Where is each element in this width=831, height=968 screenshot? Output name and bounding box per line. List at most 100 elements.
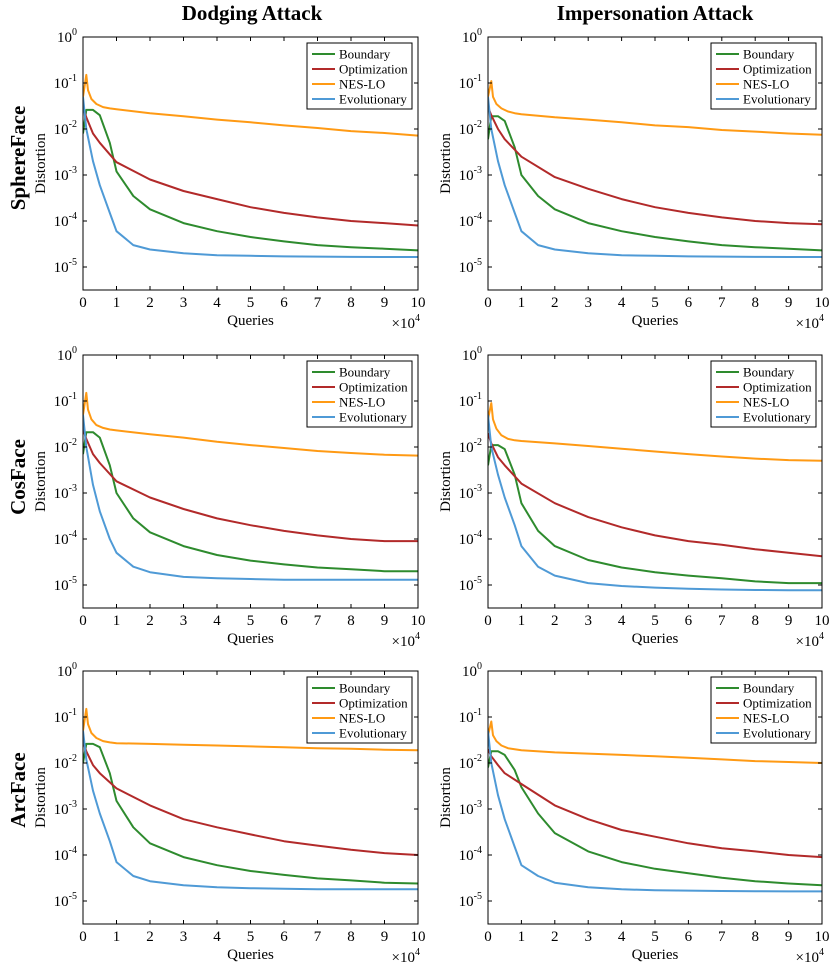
y-tick-label: 10-3 — [459, 483, 482, 502]
x-axis-multiplier: ×104 — [392, 631, 420, 650]
x-tick-label: 7 — [718, 929, 726, 945]
x-tick-label: 5 — [651, 929, 659, 945]
y-tick-label: 100 — [462, 661, 482, 680]
chart-sphereface-dodging: 0 1 2 3 4 5 6 7 8 9 10 100 10-1 10-2 10-3 10-4 10-5 Queri… — [33, 27, 426, 332]
x-tick-label: 1 — [113, 613, 121, 629]
y-axis-label: Distortion — [438, 451, 454, 512]
row-title-arcface: ArcFace — [6, 752, 30, 827]
x-tick-label: 1 — [518, 929, 526, 945]
y-tick-label: 10-3 — [54, 483, 77, 502]
x-tick-label: 10 — [815, 929, 830, 945]
x-tick-label: 3 — [584, 295, 592, 311]
y-tick-label: 10-4 — [54, 211, 77, 230]
legend-label-nes-lo: NES-LO — [339, 395, 385, 410]
series-line-nes-lo — [83, 391, 418, 457]
series-line-optimization — [83, 106, 418, 227]
x-tick-label: 3 — [584, 929, 592, 945]
x-tick-label: 9 — [785, 929, 793, 945]
y-tick-label: 10-1 — [54, 707, 77, 726]
x-tick-label: 8 — [347, 929, 355, 945]
series-line-optimization — [83, 428, 418, 543]
series-line-boundary — [83, 742, 418, 885]
x-tick-label: 5 — [247, 929, 255, 945]
chart-arcface-impersonation: 0 1 2 3 4 5 6 7 8 9 10 100 10-1 10-2 10-3 10-4 10-5 Queri… — [438, 661, 830, 966]
legend-label-boundary: Boundary — [339, 365, 391, 380]
series-line-optimization — [83, 740, 418, 856]
y-tick-label: 10-2 — [459, 753, 482, 772]
series-line-optimization — [488, 432, 822, 558]
legend-label-optimization: Optimization — [743, 380, 812, 395]
x-tick-label: 5 — [247, 295, 255, 311]
legend-label-evolutionary: Evolutionary — [743, 410, 811, 425]
y-tick-label: 100 — [57, 27, 77, 46]
y-tick-label: 10-4 — [459, 529, 482, 548]
x-tick-label: 8 — [347, 295, 355, 311]
y-tick-label: 10-2 — [54, 437, 77, 456]
x-tick-label: 1 — [518, 295, 526, 311]
legend-label-boundary: Boundary — [743, 681, 795, 696]
x-tick-label: 2 — [551, 295, 559, 311]
series-line-nes-lo — [488, 80, 822, 136]
chart-cosface-impersonation: 0 1 2 3 4 5 6 7 8 9 10 100 10-1 10-2 10-3 10-4 10-5 Queri… — [438, 345, 830, 650]
x-tick-label: 6 — [280, 613, 288, 629]
y-tick-label: 10-4 — [54, 845, 77, 864]
x-tick-label: 6 — [280, 929, 288, 945]
legend-label-optimization: Optimization — [743, 62, 812, 77]
x-tick-label: 7 — [314, 929, 322, 945]
legend-label-evolutionary: Evolutionary — [339, 726, 407, 741]
legend-label-nes-lo: NES-LO — [339, 711, 385, 726]
y-tick-label: 10-5 — [459, 257, 482, 276]
x-tick-label: 9 — [785, 613, 793, 629]
chart-cosface-dodging: 0 1 2 3 4 5 6 7 8 9 10 100 10-1 10-2 10-3 10-4 10-5 Queri… — [33, 345, 426, 650]
y-tick-label: 10-1 — [54, 73, 77, 92]
y-axis-label: Distortion — [438, 767, 454, 828]
series-line-nes-lo — [83, 707, 418, 752]
legend-label-optimization: Optimization — [339, 62, 408, 77]
row-title-sphereface: SphereFace — [6, 106, 30, 211]
chart-sphereface-impersonation: 0 1 2 3 4 5 6 7 8 9 10 100 10-1 10-2 10-3 10-4 10-5 Queri… — [438, 27, 830, 332]
x-tick-label: 10 — [411, 295, 426, 311]
y-tick-label: 10-1 — [459, 391, 482, 410]
y-tick-label: 10-3 — [54, 165, 77, 184]
y-axis-label: Distortion — [438, 133, 454, 194]
x-tick-label: 6 — [685, 613, 693, 629]
x-axis-multiplier: ×104 — [392, 313, 420, 332]
x-tick-label: 2 — [551, 929, 559, 945]
y-tick-label: 100 — [462, 27, 482, 46]
row-title-cosface: CosFace — [6, 439, 30, 515]
x-tick-label: 10 — [411, 929, 426, 945]
x-tick-label: 6 — [685, 929, 693, 945]
legend-label-evolutionary: Evolutionary — [743, 726, 811, 741]
y-tick-label: 100 — [57, 661, 77, 680]
x-tick-label: 9 — [785, 295, 793, 311]
x-tick-label: 3 — [180, 295, 188, 311]
x-tick-label: 0 — [79, 613, 87, 629]
y-tick-label: 10-2 — [459, 437, 482, 456]
y-tick-label: 10-4 — [54, 529, 77, 548]
x-tick-label: 4 — [213, 295, 221, 311]
x-tick-label: 6 — [280, 295, 288, 311]
series-line-evolutionary — [488, 730, 822, 893]
series-line-boundary — [488, 750, 822, 887]
legend-label-nes-lo: NES-LO — [743, 77, 789, 92]
x-axis-multiplier: ×104 — [796, 631, 824, 650]
legend-label-boundary: Boundary — [743, 365, 795, 380]
y-tick-label: 10-1 — [459, 73, 482, 92]
x-tick-label: 0 — [484, 613, 492, 629]
y-tick-label: 10-3 — [459, 165, 482, 184]
x-tick-label: 8 — [751, 613, 759, 629]
series-line-evolutionary — [83, 730, 418, 891]
x-tick-label: 0 — [484, 295, 492, 311]
x-tick-label: 4 — [618, 613, 626, 629]
y-tick-label: 10-5 — [459, 891, 482, 910]
y-axis-label: Distortion — [33, 133, 49, 194]
series-line-evolutionary — [83, 96, 418, 258]
x-tick-label: 1 — [113, 929, 121, 945]
column-title-dodging: Dodging Attack — [182, 1, 323, 25]
series-line-nes-lo — [83, 73, 418, 137]
x-axis-label: Queries — [227, 313, 274, 329]
x-tick-label: 7 — [718, 295, 726, 311]
x-tick-label: 8 — [347, 613, 355, 629]
y-tick-label: 10-2 — [54, 119, 77, 138]
